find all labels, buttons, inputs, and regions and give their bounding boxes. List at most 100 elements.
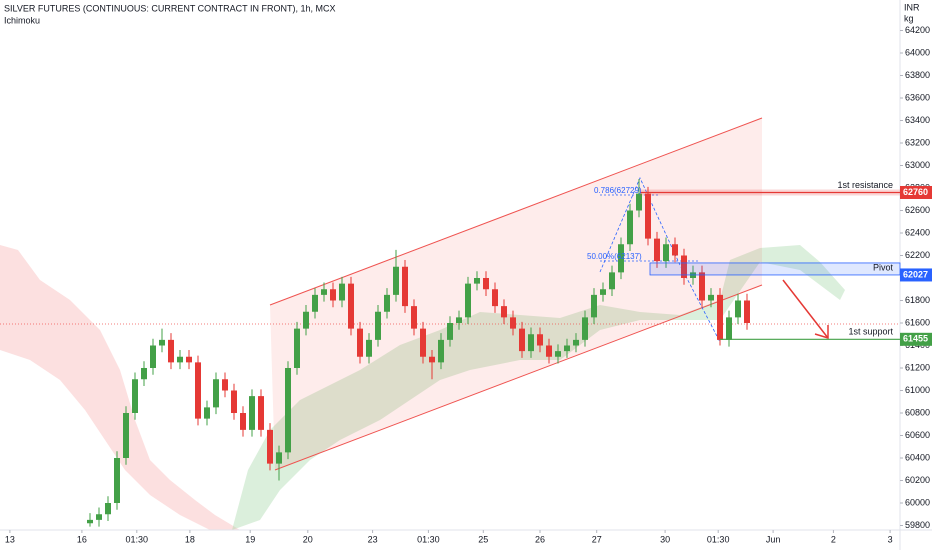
candle-body <box>519 328 525 352</box>
x-tick-label: 2 <box>831 534 836 544</box>
candle-body <box>735 300 741 318</box>
y-tick-label: 62400 <box>905 227 930 237</box>
y-tick-label: 59800 <box>905 520 930 530</box>
y-tick-label: 62200 <box>905 250 930 260</box>
candle-body <box>231 390 237 413</box>
y-tick-label: 61600 <box>905 317 930 327</box>
candle-body <box>645 193 651 239</box>
candle-body <box>204 407 210 419</box>
channel-upper <box>269 117 763 306</box>
chart-title: SILVER FUTURES (CONTINUOUS: CURRENT CONT… <box>4 3 336 13</box>
fib-label: 50.00%(62137) <box>587 252 642 261</box>
y-tick-label: 61800 <box>905 295 930 305</box>
candle-body <box>393 266 399 295</box>
pivot-zone <box>649 262 901 276</box>
candle-body <box>501 306 507 318</box>
candle-body <box>483 277 489 290</box>
candle-body <box>375 311 381 340</box>
candle-body <box>168 339 174 363</box>
level-label: 1st resistance <box>837 180 893 190</box>
fib-label: 0.786(62729) <box>594 186 642 195</box>
ichimoku-cloud-red <box>0 245 240 530</box>
candle-body <box>447 322 453 340</box>
candle-body <box>240 412 246 430</box>
candle-body <box>357 328 363 357</box>
candle-body <box>402 266 408 307</box>
price-tag <box>900 332 932 346</box>
candle-body <box>186 356 192 363</box>
y-tick-label: 63000 <box>905 160 930 170</box>
candle-body <box>339 283 345 301</box>
x-tick-label: 01:30 <box>126 534 149 544</box>
candle-body <box>249 396 255 430</box>
candle-body <box>627 210 633 245</box>
candle-body <box>348 283 354 329</box>
candle-body <box>303 311 309 329</box>
candle-body <box>465 283 471 318</box>
price-tag-label: 62760 <box>903 187 928 197</box>
x-tick-label: 18 <box>185 534 195 544</box>
channel-lower <box>274 284 763 471</box>
candle-body <box>429 356 435 363</box>
candle-body <box>492 289 498 307</box>
indicator-label: Ichimoku <box>4 15 40 25</box>
candle-body <box>411 306 417 329</box>
x-tick-label: Jun <box>766 534 781 544</box>
candle-body <box>285 367 291 453</box>
x-tick-label: 30 <box>660 534 670 544</box>
candle-body <box>384 294 390 312</box>
candle-body <box>546 345 552 357</box>
arrow-head <box>814 325 829 340</box>
y-tick-label: 63200 <box>905 137 930 147</box>
candle-body <box>132 379 138 413</box>
candle-body <box>213 379 219 408</box>
y-tick-label: 61000 <box>905 385 930 395</box>
candle-body <box>636 193 642 211</box>
level-label: 1st support <box>848 327 893 337</box>
candle-body <box>726 317 732 340</box>
candle-body <box>222 379 228 391</box>
y-tick-label: 61200 <box>905 362 930 372</box>
price-tag <box>900 268 932 282</box>
candle-body <box>312 294 318 312</box>
candle-body <box>366 339 372 357</box>
candle-body <box>258 396 264 430</box>
candle-body <box>582 317 588 340</box>
y-tick-label: 60000 <box>905 497 930 507</box>
fib-pattern <box>599 177 721 343</box>
ichimoku-cloud-green <box>232 245 845 530</box>
x-tick-label: 01:30 <box>417 534 440 544</box>
candle-body <box>114 457 120 503</box>
candle-body <box>159 339 165 346</box>
x-tick-label: 25 <box>478 534 488 544</box>
candle-body <box>294 328 300 368</box>
price-tag <box>900 185 932 199</box>
y-tick-label: 60800 <box>905 407 930 417</box>
y-tick-label: 63600 <box>905 92 930 102</box>
candle-body <box>564 345 570 352</box>
candle-body <box>267 429 273 464</box>
candle-body <box>474 277 480 284</box>
candle-body <box>150 345 156 368</box>
candle-body <box>321 289 327 295</box>
candle-body <box>744 300 750 323</box>
x-tick-label: 16 <box>77 534 87 544</box>
y-tick-label: 60200 <box>905 475 930 485</box>
x-tick-label: 26 <box>535 534 545 544</box>
unit-label: kg <box>904 13 914 23</box>
candle-body <box>456 317 462 323</box>
candle-body <box>573 339 579 346</box>
y-tick-label: 62600 <box>905 205 930 215</box>
candle-body <box>699 272 705 301</box>
projection-arrow <box>782 279 829 339</box>
candle-body <box>195 362 201 419</box>
y-tick-label: 64200 <box>905 25 930 35</box>
candle-body <box>681 255 687 278</box>
x-tick-label: 13 <box>5 534 15 544</box>
y-tick-label: 60600 <box>905 430 930 440</box>
candle-body <box>609 272 615 290</box>
x-tick-label: 27 <box>592 534 602 544</box>
candle-body <box>438 339 444 363</box>
candle-body <box>276 452 282 464</box>
